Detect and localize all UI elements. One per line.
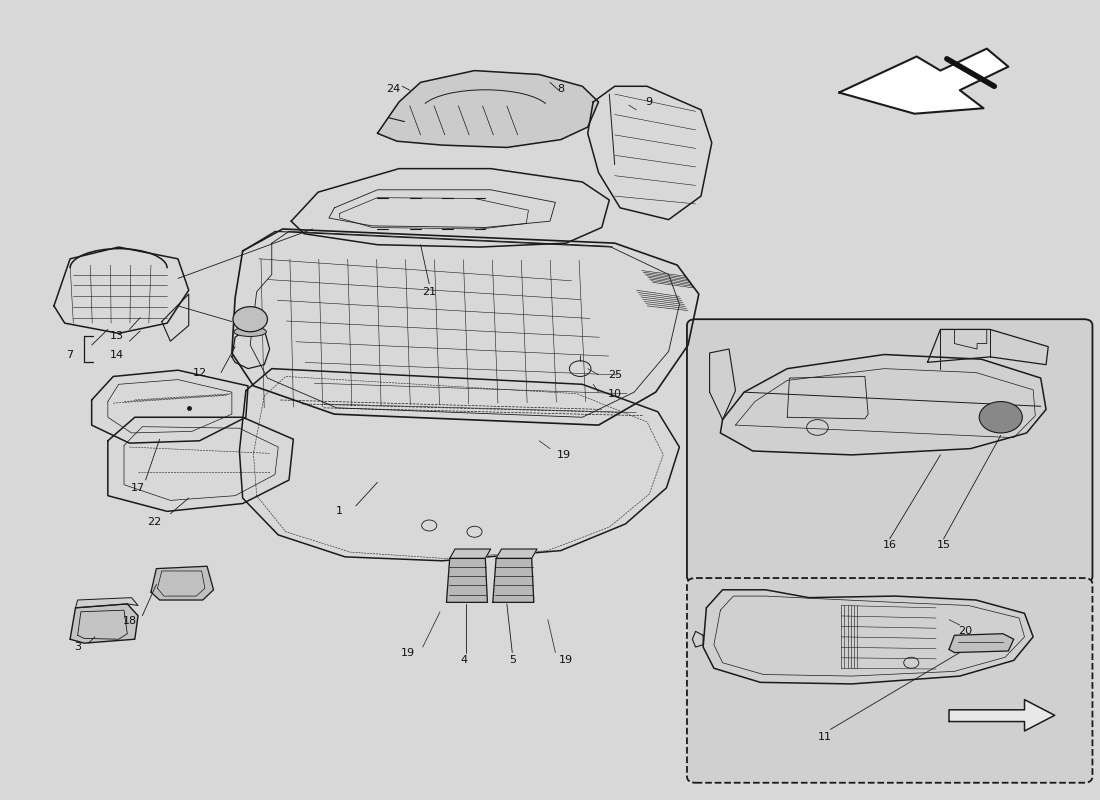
Text: 3: 3	[74, 642, 81, 652]
Text: 4: 4	[460, 655, 467, 666]
Text: 16: 16	[882, 540, 896, 550]
Polygon shape	[949, 700, 1055, 731]
Text: 11: 11	[818, 732, 832, 742]
Text: 18: 18	[122, 616, 136, 626]
Polygon shape	[76, 598, 138, 608]
Polygon shape	[496, 549, 537, 558]
FancyBboxPatch shape	[688, 578, 1092, 782]
Text: 21: 21	[422, 286, 437, 297]
Text: 24: 24	[386, 84, 400, 94]
Text: 9: 9	[646, 97, 652, 107]
Text: 8: 8	[558, 84, 564, 94]
Polygon shape	[151, 566, 213, 600]
Polygon shape	[493, 558, 534, 602]
Polygon shape	[447, 558, 487, 602]
Text: 12: 12	[192, 367, 207, 378]
Polygon shape	[377, 70, 598, 147]
Polygon shape	[70, 604, 138, 643]
Text: 7: 7	[66, 350, 74, 359]
Text: 1: 1	[337, 506, 343, 516]
Text: 19: 19	[557, 450, 571, 460]
Text: 5: 5	[509, 655, 516, 666]
Text: 20: 20	[958, 626, 972, 636]
Polygon shape	[450, 549, 491, 558]
Ellipse shape	[234, 327, 266, 337]
Text: 17: 17	[131, 483, 145, 493]
Text: 22: 22	[147, 517, 162, 526]
Polygon shape	[949, 634, 1014, 653]
Text: 13: 13	[110, 330, 123, 341]
Circle shape	[233, 306, 267, 332]
Text: 25: 25	[607, 370, 621, 380]
Text: 19: 19	[400, 647, 415, 658]
Text: 10: 10	[607, 389, 621, 398]
Polygon shape	[839, 49, 1009, 114]
Text: 15: 15	[936, 540, 950, 550]
Text: 19: 19	[559, 655, 573, 666]
Circle shape	[979, 402, 1022, 433]
FancyBboxPatch shape	[688, 319, 1092, 582]
Text: 14: 14	[109, 350, 123, 359]
